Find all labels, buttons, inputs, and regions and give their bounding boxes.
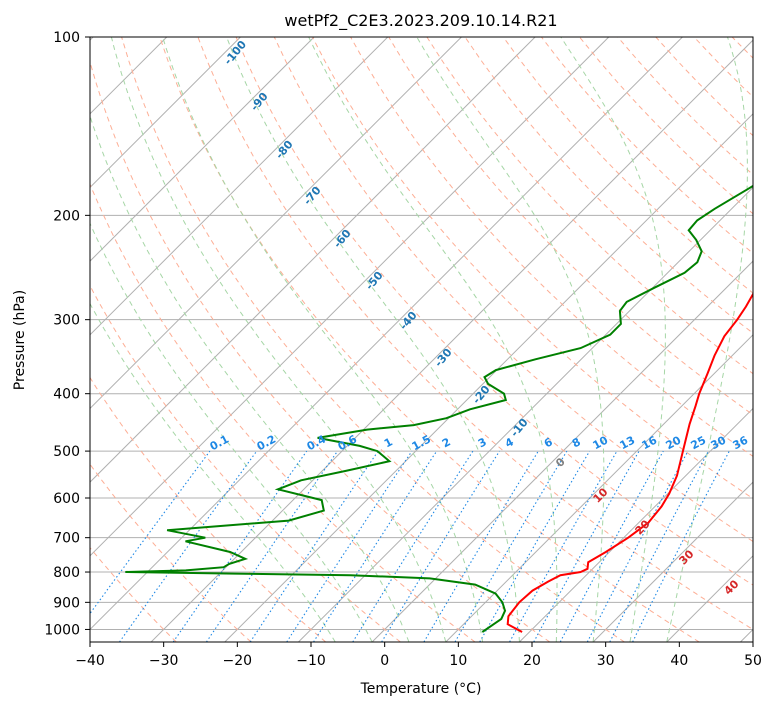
mixing-ratio-line (172, 450, 308, 642)
mixing-ratio-line (381, 450, 500, 642)
moist-adiabat (226, 37, 520, 642)
mixing-ratio-line (90, 450, 211, 615)
y-axis-label: Pressure (hPa) (12, 290, 28, 390)
isotherm-gridline (90, 37, 315, 262)
x-axis-label: Temperature (°C) (360, 681, 482, 697)
mixing-ratio-line (509, 450, 618, 642)
dry-adiabat (121, 37, 625, 642)
isotherm-gridline (90, 37, 389, 336)
mixing-ratio-line (352, 450, 474, 642)
mixing-ratio-line (286, 450, 413, 642)
isotherm-gridline (371, 260, 753, 642)
mixing-ratio-line (205, 450, 338, 642)
x-tick-label: −40 (75, 653, 105, 669)
dry-adiabat (197, 37, 753, 630)
chart-title: wetPf2_C2E3.2023.209.10.14.R21 (284, 11, 557, 31)
dry-adiabat (90, 376, 327, 642)
mixing-ratio-line (249, 450, 379, 642)
isotherm-gridline (90, 37, 241, 189)
y-axis: 100 200 300 400 500 600 700 800 900 1000 (44, 30, 90, 638)
y-tick-label: 1000 (44, 622, 80, 638)
dry-adiabat (388, 37, 753, 416)
isotherm-gridline (90, 37, 683, 631)
mixing-ratio-label: 25 (689, 434, 709, 453)
isotherm-gridline (150, 39, 753, 642)
dry-adiabat (90, 182, 476, 642)
isotherm-gridline (445, 334, 753, 642)
y-tick-label: 100 (53, 30, 80, 46)
x-tick-label: 30 (597, 653, 615, 669)
mixing-ratio-label: 20 (664, 433, 684, 452)
y-tick-label: 300 (53, 313, 80, 329)
mixing-ratio-label: 16 (640, 433, 660, 452)
dry-adiabat (502, 37, 753, 294)
y-tick-label: 500 (53, 444, 80, 460)
x-tick-label: 20 (523, 653, 541, 669)
x-tick-label: −20 (223, 653, 253, 669)
y-tick-label: 700 (53, 531, 80, 547)
x-tick-label: 40 (670, 653, 688, 669)
mixing-ratio-line (119, 450, 258, 642)
mixing-ratio-line (559, 450, 664, 642)
dry-adiabat (235, 37, 753, 586)
isotherm-gridline (224, 113, 753, 642)
mixing-ratio-line (313, 450, 438, 642)
isotherm-gridline (592, 481, 753, 642)
x-tick-label: 10 (449, 653, 467, 669)
x-tick-label: −30 (149, 653, 179, 669)
moist-adiabat (560, 37, 666, 642)
dewpoint-line (125, 184, 753, 633)
y-tick-label: 900 (53, 595, 80, 611)
moist-adiabat (110, 37, 447, 642)
x-tick-label: 0 (380, 653, 389, 669)
moist-adiabat (162, 37, 484, 642)
y-tick-label: 200 (53, 208, 80, 224)
mixing-ratio-line (632, 450, 730, 642)
dry-adiabat (90, 463, 252, 642)
mixing-ratio-label: 30 (709, 433, 729, 452)
isotherm-gridline (90, 37, 610, 557)
mixing-ratio-label: 36 (731, 433, 751, 452)
mixing-ratio-label: 13 (618, 434, 638, 453)
sounding-lines (125, 184, 753, 633)
dry-adiabat (90, 60, 551, 642)
moist-adiabat (416, 37, 605, 642)
dry-adiabat (273, 37, 753, 543)
dry-adiabat (159, 37, 700, 642)
y-tick-label: 400 (53, 387, 80, 403)
y-tick-label: 800 (53, 565, 80, 581)
plot-frame (89, 36, 754, 643)
moist-adiabat (308, 37, 558, 642)
isotherm-gridline (90, 37, 462, 410)
x-tick-label: −10 (296, 653, 326, 669)
dry-adiabat (90, 546, 177, 642)
mixing-ratio-label: 10 (591, 433, 611, 452)
isotherm-gridline (519, 407, 753, 642)
x-axis: −40 −30 −20 −10 0 10 20 30 40 50 (75, 642, 762, 669)
y-tick-label: 600 (53, 491, 80, 507)
dry-adiabat (90, 284, 401, 642)
isotherm-gridline (90, 37, 536, 483)
temperature-line (506, 292, 753, 633)
moist-adiabat (90, 114, 410, 642)
moist-adiabat (90, 222, 373, 642)
mixing-ratio-line (533, 450, 640, 642)
x-tick-label: 50 (744, 653, 762, 669)
